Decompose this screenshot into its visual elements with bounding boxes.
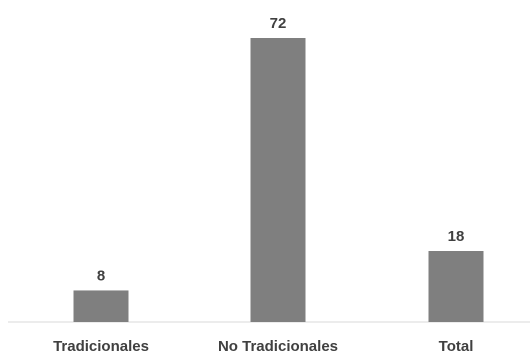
x-tick-label-total: Total xyxy=(439,338,474,355)
data-label-tradicionales: 8 xyxy=(97,267,105,284)
data-labels-group: 8 72 18 xyxy=(97,15,465,284)
bar-no-tradicionales xyxy=(250,38,306,322)
bar-tradicionales xyxy=(73,290,129,322)
bars-group xyxy=(73,38,484,322)
data-label-no-tradicionales: 72 xyxy=(270,15,287,32)
x-tick-label-no-tradicionales: No Tradicionales xyxy=(218,338,338,355)
data-label-total: 18 xyxy=(448,228,465,245)
x-tick-label-tradicionales: Tradicionales xyxy=(53,338,149,355)
bar-total xyxy=(428,251,484,322)
x-tick-labels-group: Tradicionales No Tradicionales Total xyxy=(53,338,473,355)
